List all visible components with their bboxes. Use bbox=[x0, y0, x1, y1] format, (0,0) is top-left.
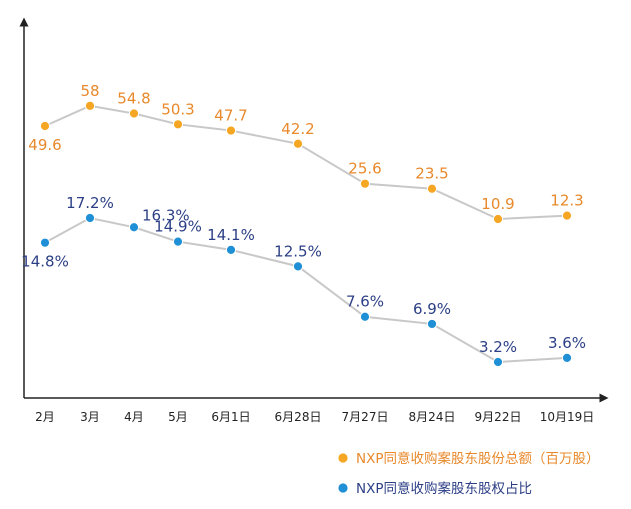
x-tick-labels: 2月 3月 4月 5月 6月1日 6月28日 7月27日 8月24日 9月22日 10月19日 bbox=[35, 410, 594, 424]
data-point-1-8 bbox=[492, 356, 504, 368]
data-point-1-3 bbox=[172, 236, 184, 247]
data-label-1-2: 16.3% bbox=[142, 206, 190, 224]
x-tick-label: 5月 bbox=[168, 410, 188, 424]
series-lines bbox=[44, 104, 568, 364]
data-label-1-3: 14.9% bbox=[154, 218, 202, 236]
x-tick-label: 6月28日 bbox=[275, 410, 322, 424]
data-point-1-5 bbox=[292, 261, 304, 272]
data-label-1-4: 14.1% bbox=[207, 226, 255, 244]
data-label-1-7: 6.9% bbox=[413, 300, 451, 318]
data-point-0-8 bbox=[492, 213, 504, 225]
data-point-1-0 bbox=[39, 237, 51, 248]
data-label-1-9: 3.6% bbox=[548, 334, 586, 352]
x-tick-label: 3月 bbox=[80, 410, 100, 424]
data-labels: 49.6 58 54.8 50.3 47.7 42.2 25.6 23.5 10.9 12.3 14… bbox=[21, 82, 586, 356]
data-label-0-6: 25.6 bbox=[348, 160, 381, 178]
x-tick-label: 2月 bbox=[35, 410, 55, 424]
data-point-0-7 bbox=[426, 183, 438, 194]
data-point-1-7 bbox=[426, 318, 438, 330]
data-point-1-6 bbox=[359, 311, 371, 322]
data-point-0-5 bbox=[292, 138, 304, 149]
legend-marker-1 bbox=[338, 483, 348, 493]
data-label-1-8: 3.2% bbox=[479, 338, 517, 356]
data-point-0-0 bbox=[39, 120, 51, 132]
data-label-0-9: 12.3 bbox=[550, 192, 583, 210]
legend-label-1: NXP同意收购案股东股权占比 bbox=[356, 480, 532, 497]
data-label-0-2: 54.8 bbox=[117, 90, 150, 108]
x-tick-label: 9月22日 bbox=[475, 410, 522, 424]
data-point-0-6 bbox=[359, 178, 371, 189]
x-tick-label: 10月19日 bbox=[540, 410, 595, 424]
data-point-1-9 bbox=[561, 352, 573, 363]
x-tick-label: 6月1日 bbox=[211, 410, 250, 424]
x-tick-label: 7月27日 bbox=[342, 410, 389, 424]
series-line-1 bbox=[44, 216, 568, 364]
data-label-1-1: 17.2% bbox=[66, 194, 114, 212]
legend: NXP同意收购案股东股份总额（百万股） NXP同意收购案股东股权占比 bbox=[338, 450, 600, 497]
series-points bbox=[39, 100, 573, 368]
x-tick-label: 4月 bbox=[124, 410, 144, 424]
legend-marker-0 bbox=[338, 453, 348, 463]
data-label-1-5: 12.5% bbox=[274, 242, 322, 260]
x-tick-label: 8月24日 bbox=[409, 410, 456, 424]
data-point-0-9 bbox=[561, 210, 573, 221]
data-label-1-0: 14.8% bbox=[21, 253, 69, 271]
data-point-0-2 bbox=[128, 108, 140, 119]
series-line-0 bbox=[44, 104, 568, 221]
data-point-1-4 bbox=[225, 244, 237, 255]
data-point-0-4 bbox=[225, 125, 237, 136]
data-label-0-1: 58 bbox=[80, 82, 99, 100]
data-point-0-1 bbox=[84, 100, 96, 111]
data-label-1-6: 7.6% bbox=[346, 293, 384, 311]
data-label-0-8: 10.9 bbox=[481, 195, 514, 213]
legend-label-0: NXP同意收购案股东股份总额（百万股） bbox=[356, 450, 600, 467]
data-label-0-4: 47.7 bbox=[214, 107, 247, 125]
data-point-1-1 bbox=[84, 212, 96, 224]
data-label-0-0: 49.6 bbox=[28, 136, 61, 154]
data-point-1-2 bbox=[128, 222, 140, 233]
data-point-0-3 bbox=[172, 119, 184, 130]
data-label-0-7: 23.5 bbox=[415, 165, 448, 183]
data-label-0-5: 42.2 bbox=[281, 120, 314, 138]
data-label-0-3: 50.3 bbox=[161, 100, 194, 118]
